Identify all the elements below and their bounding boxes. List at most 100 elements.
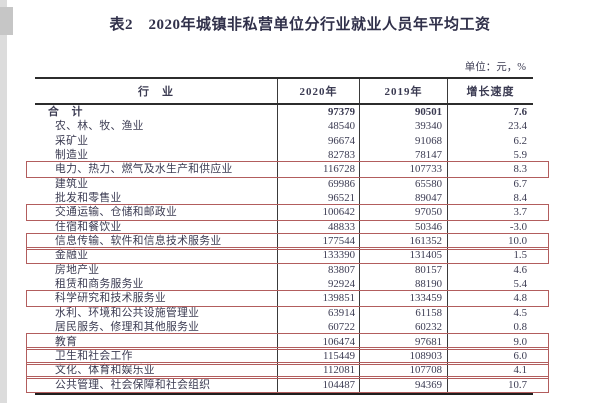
growth-rate-cell: 6.0	[513, 349, 528, 362]
growth-rate-cell: 0.8	[513, 321, 528, 334]
page-edge-corner	[0, 7, 13, 35]
value-2019-cell: 89047	[360, 191, 448, 206]
industry-cell: 卫生和社会工作	[35, 348, 278, 364]
unit-note: 单位：元，%	[464, 62, 526, 73]
table-row: 住宿和餐饮业 48833 50346 -3.0	[35, 219, 533, 235]
industry-cell: 租赁和商务服务业	[35, 277, 278, 292]
industry-cell: 教育	[35, 334, 278, 349]
value-2019-cell: 80157	[360, 262, 448, 278]
table-row: 居民服务、修理和其他服务业 60722 60232 0.8	[35, 320, 533, 335]
table-row: 租赁和商务服务业 92924 88190 5.4	[35, 277, 533, 292]
growth-rate-cell: 5.4	[513, 278, 528, 291]
industry-cell: 电力、热力、燃气及水生产和供应业	[35, 162, 278, 177]
table-row: 金融业 133390 131405 1.5	[26, 246, 549, 265]
growth-rate-cell: 6.2	[513, 134, 528, 147]
value-2019-cell: 107708	[360, 363, 448, 378]
table-row: 信息传输、软件和信息技术服务业 177544 161352 10.0	[26, 232, 549, 251]
growth-rate-cell: 4.5	[513, 306, 528, 319]
industry-cell: 金融业	[35, 248, 278, 263]
industry-cell: 农、林、牧、渔业	[35, 119, 278, 134]
page-edge-strip	[0, 0, 7, 403]
value-2019-cell: 90501	[360, 105, 448, 120]
growth-rate-cell: 8.4	[513, 192, 528, 205]
table-row: 公共管理、社会保障和社会组织 104487 94369 10.7	[26, 375, 549, 394]
value-2020-cell: 133390	[278, 248, 360, 263]
industry-cell: 采矿业	[35, 133, 278, 149]
value-2019-cell: 161352	[360, 234, 448, 249]
table-row: 科学研究和技术服务业 139851 133459 4.8	[26, 289, 549, 308]
industry-cell: 信息传输、软件和信息技术服务业	[35, 234, 278, 249]
value-2019-cell: 39340	[360, 119, 448, 134]
wage-table: 行 业 2020年 2019年 增长速度 合 计 97379 90501 7.6…	[26, 77, 549, 395]
value-2019-cell: 61158	[360, 305, 448, 321]
industry-cell: 房地产业	[35, 262, 278, 278]
value-2019-cell: 97050	[360, 205, 448, 220]
value-2019-cell: 131405	[360, 248, 448, 263]
header-growth: 增长速度	[466, 86, 515, 98]
growth-rate-cell: 4.6	[513, 263, 528, 276]
value-2020-cell: 60722	[278, 320, 360, 335]
value-2019-cell: 107733	[360, 162, 448, 177]
value-2019-cell: 108903	[360, 348, 448, 364]
industry-cell: 水利、环境和公共设施管理业	[35, 305, 278, 321]
value-2020-cell: 139851	[278, 291, 360, 306]
table-row: 合 计 97379 90501 7.6	[35, 105, 533, 120]
growth-rate-cell: 10.0	[508, 235, 527, 248]
industry-cell: 科学研究和技术服务业	[35, 291, 278, 306]
industry-cell: 合 计	[35, 105, 278, 120]
table-title: 表2 2020年城镇非私营单位分行业就业人员年平均工资	[109, 17, 491, 33]
growth-rate-cell: 4.1	[513, 364, 528, 377]
value-2020-cell: 96521	[278, 191, 360, 206]
table-row: 交通运输、仓储和邮政业 100642 97050 3.7	[26, 203, 549, 222]
value-2020-cell: 82783	[278, 148, 360, 163]
value-2019-cell: 88190	[360, 277, 448, 292]
value-2020-cell: 116728	[278, 162, 360, 177]
value-2019-cell: 97681	[360, 334, 448, 349]
header-industry: 行 业	[35, 79, 278, 103]
value-2020-cell: 112081	[278, 363, 360, 378]
industry-cell: 公共管理、社会保障和社会组织	[35, 377, 278, 392]
table-row: 电力、热力、燃气及水生产和供应业 116728 107733 8.3	[26, 160, 549, 179]
value-2020-cell: 69986	[278, 176, 360, 192]
growth-rate-cell: 3.7	[513, 206, 528, 219]
growth-rate-cell: 10.7	[508, 378, 527, 391]
value-2020-cell: 48833	[278, 219, 360, 235]
industry-cell: 住宿和餐饮业	[35, 219, 278, 235]
table-row: 文化、体育和娱乐业 112081 107708 4.1	[26, 361, 549, 380]
value-2020-cell: 177544	[278, 234, 360, 249]
growth-rate-cell: 8.3	[513, 163, 528, 176]
industry-cell: 建筑业	[35, 176, 278, 192]
growth-rate-cell: 1.5	[513, 249, 528, 262]
table-body: 合 计 97379 90501 7.6 农、林、牧、渔业 48540 39340…	[26, 105, 549, 394]
industry-cell: 居民服务、修理和其他服务业	[35, 320, 278, 335]
value-2020-cell: 96674	[278, 133, 360, 149]
value-2020-cell: 83807	[278, 262, 360, 278]
table-row: 采矿业 96674 91068 6.2	[35, 133, 533, 149]
value-2019-cell: 60232	[360, 320, 448, 335]
header-2019: 2019年	[360, 79, 448, 103]
value-2019-cell: 65580	[360, 176, 448, 192]
value-2020-cell: 97379	[278, 105, 360, 120]
value-2020-cell: 106474	[278, 334, 360, 349]
growth-rate-cell: 6.7	[513, 177, 528, 190]
value-2020-cell: 63914	[278, 305, 360, 321]
growth-rate-cell: 5.9	[513, 149, 528, 162]
table-row: 建筑业 69986 65580 6.7	[35, 176, 533, 192]
value-2019-cell: 133459	[360, 291, 448, 306]
value-2019-cell: 91068	[360, 133, 448, 149]
growth-rate-cell: 4.8	[513, 292, 528, 305]
value-2020-cell: 92924	[278, 277, 360, 292]
growth-rate-cell: 9.0	[513, 335, 528, 348]
industry-cell: 制造业	[35, 148, 278, 163]
growth-rate-cell: 7.6	[513, 106, 528, 118]
table-row: 农、林、牧、渔业 48540 39340 23.4	[35, 119, 533, 134]
value-2019-cell: 78147	[360, 148, 448, 163]
industry-cell: 交通运输、仓储和邮政业	[35, 205, 278, 220]
table-row: 卫生和社会工作 115449 108903 6.0	[26, 347, 549, 366]
value-2020-cell: 115449	[278, 348, 360, 364]
table-row: 水利、环境和公共设施管理业 63914 61158 4.5	[35, 305, 533, 321]
growth-rate-cell: 23.4	[508, 120, 527, 133]
value-2019-cell: 50346	[360, 219, 448, 235]
table-row: 房地产业 83807 80157 4.6	[35, 262, 533, 278]
table-header-row: 行 业 2020年 2019年 增长速度	[35, 79, 533, 105]
